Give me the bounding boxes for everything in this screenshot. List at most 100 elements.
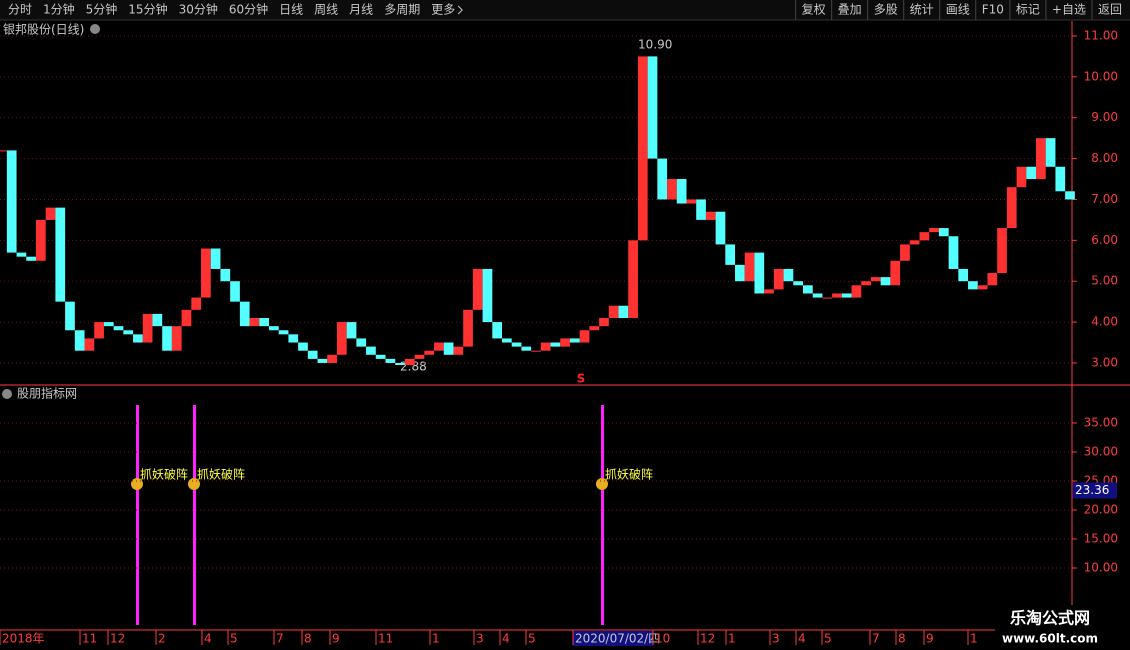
y-tick-label: 10.00 <box>1084 69 1118 83</box>
price-bar <box>579 330 590 343</box>
action-button[interactable]: +自选 <box>1052 3 1086 17</box>
action-button[interactable]: 复权 <box>802 3 826 17</box>
chart-title: 银邦股份(日线) <box>3 23 84 37</box>
y-tick-label: 11.00 <box>1084 28 1118 42</box>
y-tick-label: 35.00 <box>1084 416 1118 430</box>
price-bar <box>647 56 658 159</box>
title-menu[interactable] <box>90 24 100 34</box>
price-bar <box>968 281 978 290</box>
price-bar <box>618 305 629 318</box>
price-bar <box>599 317 609 327</box>
price-bar <box>1036 138 1046 180</box>
price-bar <box>230 281 240 302</box>
price-bar <box>502 338 512 343</box>
price-bar <box>929 228 939 233</box>
period-tab[interactable]: 更多 <box>431 3 455 17</box>
price-bar <box>958 268 969 282</box>
x-tick-label: 7 <box>276 632 284 646</box>
price-bar <box>472 268 483 310</box>
action-button[interactable]: 标记 <box>1016 3 1040 17</box>
indicator-menu[interactable] <box>2 389 12 399</box>
price-bar <box>773 268 784 290</box>
x-tick-label: 11 <box>82 632 97 646</box>
x-tick-label: 3 <box>476 632 484 646</box>
price-bar <box>327 354 337 363</box>
period-tab[interactable]: 60分钟 <box>229 2 268 17</box>
price-bar <box>909 240 920 245</box>
price-bar <box>812 293 823 298</box>
price-bar <box>103 322 114 327</box>
price-bar <box>443 342 454 355</box>
period-tab[interactable]: 月线 <box>349 3 373 17</box>
x-tick-label: 5 <box>230 632 238 646</box>
high-label: 10.90 <box>638 38 672 52</box>
price-bar <box>764 289 774 294</box>
x-tick-label: 2018年 <box>2 632 45 646</box>
price-bar <box>269 326 279 331</box>
price-bar <box>434 342 444 351</box>
price-bar <box>861 281 871 286</box>
price-bar <box>832 293 842 298</box>
period-tab[interactable]: 多周期 <box>384 3 420 17</box>
price-bar <box>55 207 66 302</box>
watermark-url: www.60lt.com <box>1002 632 1098 646</box>
price-bar <box>540 342 551 351</box>
price-bar <box>463 309 473 347</box>
x-tick-label: 12 <box>110 632 125 646</box>
price-bar <box>676 179 687 204</box>
signal-bar <box>193 405 196 625</box>
price-bar <box>822 297 833 299</box>
price-bar <box>395 362 405 366</box>
price-bar <box>84 338 95 351</box>
price-bar <box>142 313 153 343</box>
price-bar <box>686 199 697 204</box>
current-value-box <box>1073 482 1117 499</box>
price-bar <box>550 342 561 347</box>
price-bar <box>1006 187 1017 229</box>
price-bar <box>919 232 930 241</box>
y-tick-label: 3.00 <box>1091 355 1118 369</box>
price-bar <box>715 211 726 245</box>
x-tick-label: 1 <box>432 632 440 646</box>
action-button[interactable]: 统计 <box>910 3 934 17</box>
x-tick-label: 12 <box>700 632 715 646</box>
period-tab[interactable]: 1分钟 <box>43 2 75 17</box>
x-tick-label: 1 <box>728 632 736 646</box>
price-bar <box>997 228 1007 274</box>
price-bar <box>977 285 988 290</box>
price-bar <box>424 350 435 355</box>
action-button[interactable]: F10 <box>982 3 1004 17</box>
price-bar <box>239 301 250 327</box>
action-button[interactable]: 画线 <box>946 3 970 17</box>
toolbar <box>0 0 1130 20</box>
period-tab[interactable]: 周线 <box>314 3 338 17</box>
period-tab[interactable]: 5分钟 <box>86 2 118 17</box>
signal-bar <box>601 405 604 625</box>
price-bar <box>880 277 891 286</box>
period-tab[interactable]: 日线 <box>279 3 303 17</box>
s-marker: S <box>577 372 586 386</box>
price-bar <box>414 354 425 359</box>
price-bar <box>288 334 299 343</box>
price-bar <box>511 342 522 347</box>
price-bar <box>803 285 813 294</box>
price-bar <box>841 293 852 298</box>
price-bar <box>531 350 541 352</box>
price-bar <box>657 158 668 200</box>
price-bar <box>1016 166 1027 188</box>
action-button[interactable]: 叠加 <box>838 3 862 17</box>
cursor-date-box <box>573 631 653 646</box>
more-arrow <box>457 5 463 15</box>
period-tab[interactable]: 15分钟 <box>128 2 167 17</box>
action-button[interactable]: 多股 <box>874 3 898 17</box>
price-bar <box>735 264 745 282</box>
x-tick-label: 11 <box>378 632 393 646</box>
action-button[interactable]: 返回 <box>1098 3 1122 17</box>
y-tick-label: 15.00 <box>1084 532 1118 546</box>
price-bar <box>191 297 202 310</box>
x-tick-label: 10 <box>655 632 670 646</box>
period-tab[interactable]: 分时 <box>8 3 32 17</box>
period-tab[interactable]: 30分钟 <box>179 2 218 17</box>
